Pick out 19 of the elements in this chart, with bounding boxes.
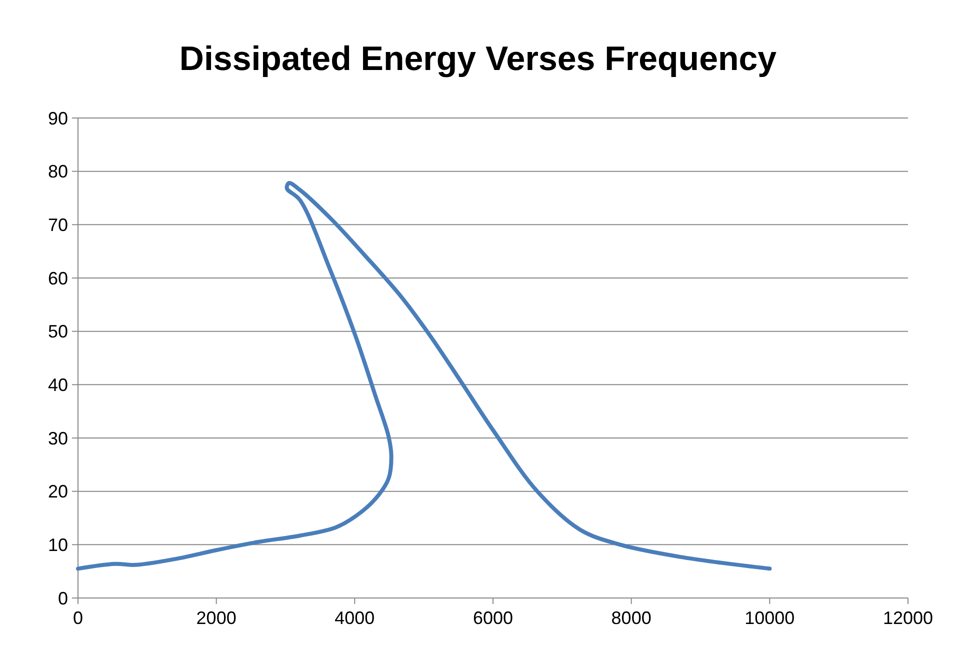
y-tick-label: 60: [48, 268, 68, 288]
x-tick-label: 12000: [882, 608, 934, 628]
y-tick-label: 70: [48, 214, 68, 235]
x-tick-label: 0: [72, 608, 84, 628]
y-tick-label: 40: [48, 374, 68, 395]
y-tick-label: 90: [48, 108, 68, 128]
x-tick-label: 4000: [334, 608, 375, 628]
x-tick-label: 6000: [472, 608, 514, 628]
y-tick-label: 30: [48, 428, 68, 448]
x-tick-label: 2000: [196, 608, 236, 628]
y-tick-label: 0: [58, 588, 68, 608]
line-series: [76, 181, 772, 571]
y-tick-label: 80: [48, 162, 68, 182]
chart-title: Dissipated Energy Verses Frequency: [179, 40, 777, 78]
x-tick-label: 8000: [611, 608, 652, 628]
y-tick-label: 10: [48, 534, 68, 555]
y-tick-label: 50: [48, 322, 68, 342]
y-tick-label: 20: [48, 482, 68, 502]
x-tick-label: 10000: [744, 608, 795, 628]
